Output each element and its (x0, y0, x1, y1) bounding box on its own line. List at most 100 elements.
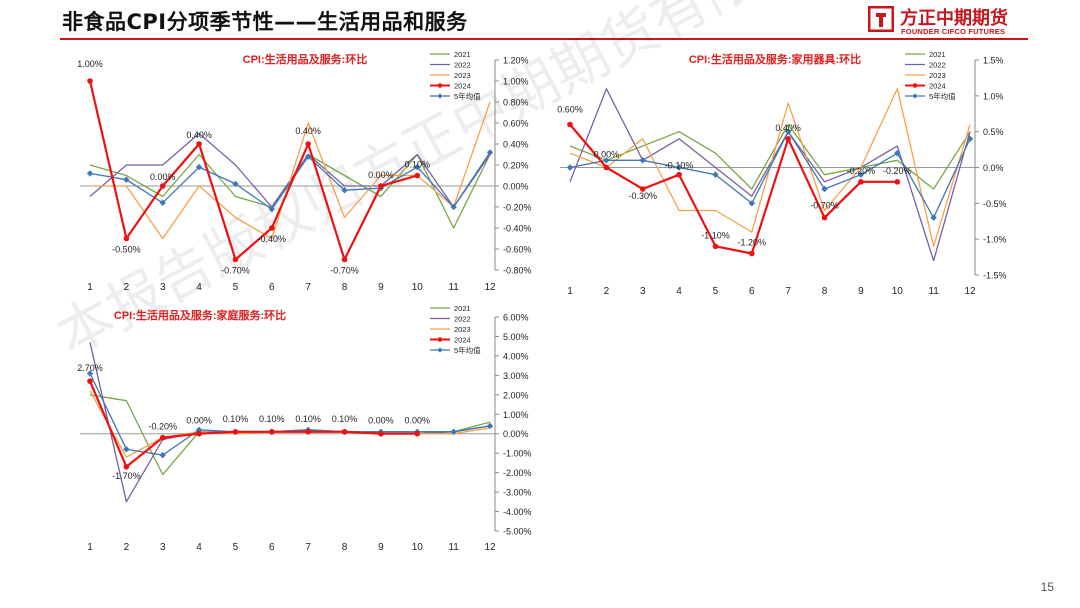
logo-chinese-text: 方正中期期货 (900, 8, 1008, 29)
legend-label: 5年均值 (454, 91, 481, 101)
point-2024 (159, 183, 166, 189)
x-tick-label: 9 (378, 282, 384, 293)
y-tick-label: 6.00% (503, 313, 529, 323)
point-2024 (821, 214, 828, 221)
legend-label: 2021 (454, 304, 471, 313)
data-label-2024: 0.00% (150, 172, 176, 182)
data-label-2024: -1.10% (701, 230, 730, 240)
legend-marker (912, 83, 918, 88)
x-tick-label: 5 (713, 286, 719, 297)
x-tick-label: 6 (269, 542, 275, 553)
x-tick-label: 4 (196, 542, 202, 553)
legend-item: 2023 (430, 71, 471, 80)
point-2024 (378, 183, 384, 189)
data-label-2024: 0.00% (594, 150, 620, 160)
legend-label: 5年均值 (454, 345, 481, 355)
x-tick-label: 7 (305, 542, 311, 553)
series-line-avg (89, 373, 491, 456)
data-label-2024: -0.10% (665, 161, 694, 171)
point-2024 (858, 179, 864, 185)
point-avg (603, 157, 610, 164)
point-avg (86, 170, 94, 177)
legend-label: 2024 (454, 336, 471, 345)
point-2024 (676, 171, 682, 178)
y-tick-label: -0.40% (503, 224, 532, 234)
company-logo: 方正中期期货 FOUNDER CIFCO FUTURES (868, 4, 1028, 40)
y-tick-label: -2.00% (503, 468, 532, 478)
y-tick-label: 1.00% (503, 410, 529, 420)
legend-label: 2023 (454, 71, 471, 80)
point-avg (195, 426, 203, 434)
legend-item: 5年均值 (430, 345, 481, 355)
x-tick-label: 1 (567, 286, 573, 297)
legend-label: 2021 (454, 50, 471, 59)
legend-item: 2021 (430, 304, 471, 313)
point-2024 (196, 141, 202, 147)
legend-item: 2023 (905, 71, 946, 80)
point-avg (268, 205, 276, 213)
x-tick-label: 7 (305, 282, 311, 293)
x-tick-label: 8 (342, 542, 348, 553)
y-tick-label: 0.0% (983, 163, 1004, 173)
legend-label: 2022 (929, 61, 946, 70)
point-2024 (639, 186, 646, 192)
data-label-2024: -1.20% (738, 238, 767, 248)
legend-label: 2023 (929, 71, 946, 80)
data-label-2024: -0.20% (847, 166, 876, 176)
x-tick-label: 11 (448, 282, 459, 293)
data-label-2024: -0.20% (883, 166, 912, 176)
logo-english-text: FOUNDER CIFCO FUTURES (901, 27, 1006, 36)
x-tick-label: 2 (124, 282, 130, 293)
title-underline (60, 38, 1028, 40)
legend-item: 2023 (430, 325, 471, 334)
x-tick-label: 9 (378, 542, 384, 553)
y-tick-label: 0.00% (503, 182, 529, 192)
data-label-2024: 1.00% (77, 59, 103, 69)
x-tick-label: 9 (858, 286, 864, 297)
y-tick-label: -1.5% (983, 271, 1007, 281)
point-avg (232, 180, 239, 188)
point-2024 (305, 141, 311, 147)
legend-marker (437, 83, 443, 88)
x-tick-label: 12 (484, 542, 496, 553)
legend-label: 2021 (929, 50, 946, 59)
y-tick-label: -0.80% (503, 266, 532, 276)
series-line-2024 (88, 80, 418, 261)
x-tick-label: 1 (87, 282, 93, 293)
series-line-2024 (569, 123, 898, 255)
x-tick-label: 12 (484, 282, 496, 293)
data-label-2024: -0.70% (810, 201, 839, 211)
logo-mark-icon (868, 6, 894, 32)
point-2024 (123, 235, 130, 242)
data-label-2024: 0.10% (295, 414, 321, 424)
point-2024 (232, 428, 239, 435)
legend-label: 2024 (454, 82, 471, 91)
y-tick-label: 1.20% (503, 56, 529, 66)
y-tick-label: 1.00% (503, 77, 529, 87)
point-2024 (567, 121, 573, 128)
y-tick-label: -4.00% (503, 507, 532, 517)
point-avg (821, 185, 828, 193)
y-tick-label: 0.20% (503, 161, 529, 171)
y-tick-label: 1.0% (983, 91, 1004, 101)
point-2024 (159, 434, 166, 441)
x-tick-label: 4 (676, 286, 682, 297)
point-2024 (378, 430, 384, 437)
series-line-2022 (89, 132, 491, 208)
x-tick-label: 4 (196, 282, 202, 293)
x-tick-label: 12 (964, 286, 976, 297)
y-tick-label: 1.5% (983, 56, 1004, 66)
point-avg (304, 153, 312, 160)
legend-marker (437, 337, 443, 342)
legend-item: 2024 (430, 336, 471, 345)
legend-item: 2021 (905, 50, 946, 59)
legend-label: 5年均值 (929, 91, 956, 101)
legend-label: 2022 (454, 315, 471, 324)
point-avg (486, 149, 494, 156)
x-tick-label: 3 (640, 286, 646, 297)
data-label-2024: 0.40% (295, 126, 321, 136)
point-2024 (123, 464, 130, 470)
point-2024 (87, 378, 93, 384)
legend-item: 2022 (430, 61, 471, 70)
data-label-2024: 0.00% (368, 416, 394, 426)
